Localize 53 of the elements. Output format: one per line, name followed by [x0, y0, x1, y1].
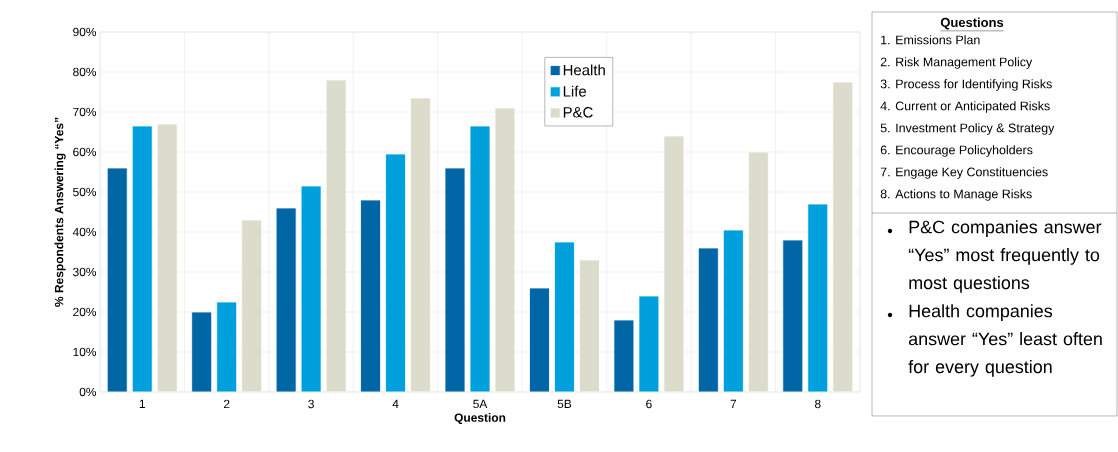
text: 7. Engage Key Constituencies	[880, 167, 1048, 179]
y-tick-label: 10%	[73, 347, 97, 357]
bar	[191, 311, 212, 392]
text: 5. Investment Policy & Strategy	[880, 123, 1055, 135]
bar	[360, 199, 381, 392]
x-tick-label: 6	[646, 399, 652, 409]
y-tick-label: 30%	[73, 267, 97, 277]
text: Health companies answer “Yes” least often for every question	[908, 304, 1102, 377]
bar	[529, 287, 550, 392]
bar	[107, 167, 128, 392]
y-tick-label: 70%	[73, 107, 97, 117]
x-tick-label: 4	[392, 399, 399, 408]
legend-label: Life	[563, 85, 587, 97]
bar	[385, 153, 406, 392]
text: P&C companies answer “Yes” most frequently to most questions	[908, 220, 1102, 293]
x-tick-label: 2	[223, 399, 230, 409]
bar	[723, 229, 744, 392]
bar	[698, 247, 719, 392]
x-tick-label: 5B	[557, 399, 572, 409]
x-tick-label: 7	[730, 399, 737, 408]
x-tick-label: 5A	[473, 399, 488, 409]
text: 8. Actions to Manage Risks	[880, 189, 1032, 201]
bar	[410, 97, 431, 392]
bar	[782, 239, 804, 392]
text: 3. Process for Identifying Risks	[880, 79, 1052, 91]
bar	[132, 125, 153, 392]
y-tick-label: 40%	[72, 227, 97, 237]
y-tick-label: 0%	[79, 387, 97, 397]
text: Questions	[940, 17, 1004, 30]
bar	[157, 123, 178, 392]
bar	[554, 241, 575, 392]
text: 4. Current or Anticipated Risks	[880, 101, 1050, 113]
y-tick-label: 60%	[73, 147, 97, 157]
x-tick-label: 8	[814, 399, 821, 409]
bar	[807, 203, 829, 392]
y-tick-label: 90%	[73, 27, 97, 37]
x-axis-title: Question	[454, 413, 506, 425]
y-tick-label: 20%	[73, 307, 97, 317]
legend-label: P&C	[563, 107, 593, 118]
x-tick-label: 1	[139, 399, 145, 408]
bar	[579, 259, 600, 392]
x-tick-label: 3	[308, 399, 314, 409]
y-axis-title: % Respondents Answering “Yes”	[54, 117, 66, 307]
bar	[216, 301, 237, 392]
text: 2. Risk Management Policy	[880, 57, 1033, 69]
legend-label: Health	[563, 64, 605, 76]
text: 1. Emissions Plan	[881, 35, 980, 45]
bar	[241, 219, 262, 392]
y-tick-label: 50%	[73, 187, 97, 197]
bar	[832, 81, 854, 392]
text: 6. Encourage Policyholders	[880, 145, 1033, 157]
y-tick-label: 80%	[73, 67, 97, 77]
bar	[748, 151, 769, 392]
